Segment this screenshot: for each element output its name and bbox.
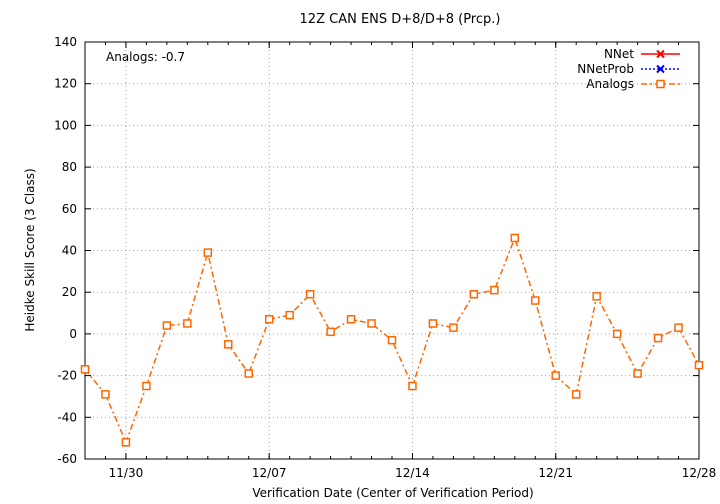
data-point [367,319,376,328]
legend-marker [656,79,665,89]
series-layer [80,233,704,447]
x-tick-label: 12/14 [395,466,430,480]
y-tick-label: 40 [62,244,77,258]
data-point [428,319,438,328]
legend-label: NNetProb [577,62,634,76]
data-point [203,248,213,257]
data-point [551,371,560,380]
data-point [264,315,274,324]
data-point [592,292,601,301]
y-tick-label: -20 [57,369,77,383]
data-point [387,335,397,345]
data-point [183,319,192,328]
data-point [531,296,540,305]
legend-label: NNet [604,47,634,61]
data-point [326,327,335,337]
data-point [612,329,622,339]
data-point [224,340,233,349]
data-point [653,333,663,343]
y-tick-label: 80 [62,160,77,174]
legend-label: Analogs [586,77,634,91]
x-tick-label: 12/28 [682,466,717,480]
y-tick-label: 140 [54,35,77,49]
y-axis-label: Heidke Skill Score (3 Class) [23,168,37,331]
data-point [142,381,151,391]
data-point [633,369,642,378]
y-tick-label: 60 [62,202,77,216]
analogs-annotation: Analogs: -0.7 [106,50,185,64]
plot-frame [84,41,700,460]
x-tick-label: 12/07 [252,466,287,480]
data-point [346,315,356,324]
data-point [101,390,110,399]
data-point [469,290,479,299]
x-axis-label: Verification Date (Center of Verificatio… [252,486,533,500]
y-tick-label: 0 [69,327,77,341]
grid [85,42,699,459]
data-point [121,438,131,447]
data-point [510,233,520,243]
data-point [449,323,458,332]
x-tick-label: 11/30 [109,466,144,480]
data-point [305,290,315,299]
y-tick-label: -40 [57,410,77,424]
data-point [244,369,253,378]
axes: -60 -40 -20 0 20 40 60 80 100 120 140 11/30 12/07 12/… [54,35,716,480]
data-point [571,390,581,399]
data-point [694,360,704,370]
legend-marker [656,64,665,74]
chart-title: 12Z CAN ENS D+8/D+8 (Prcp.) [300,12,501,27]
y-tick-label: 20 [62,285,77,299]
data-point [80,365,90,374]
y-tick-label: -60 [57,452,77,466]
y-tick-label: 120 [54,77,77,91]
data-point [674,323,683,332]
y-tick-label: 100 [54,118,77,132]
data-point [162,321,172,330]
data-point [408,381,417,391]
data-point [490,285,499,295]
data-point [285,310,294,320]
legend-marker [656,49,665,59]
x-tick-label: 12/21 [538,466,573,480]
